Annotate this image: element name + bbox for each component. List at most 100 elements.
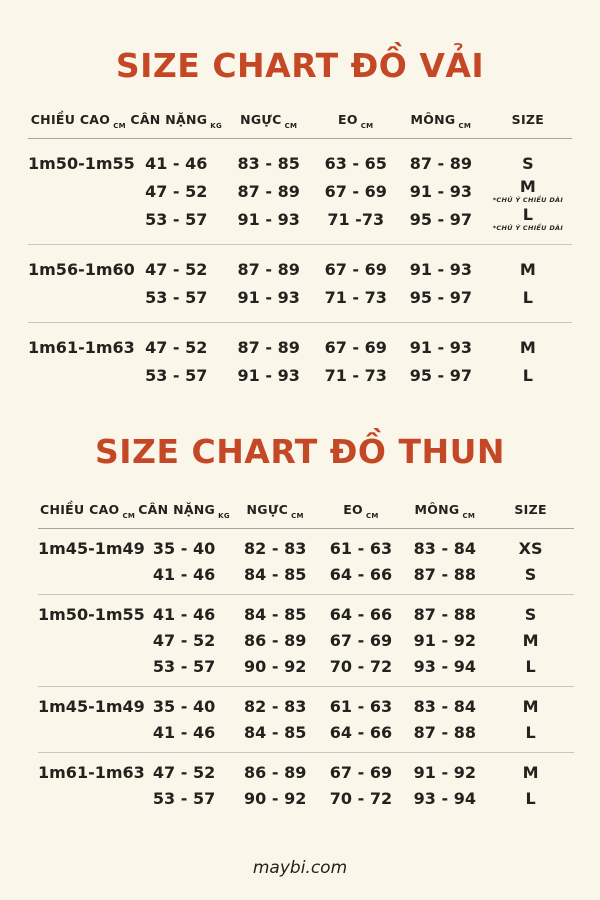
size-cell: L: [484, 289, 572, 306]
size-row: 53 - 57 90 - 92 70 - 72 93 - 94 L: [38, 785, 574, 811]
size-cell: M: [484, 261, 572, 278]
hip-range: 95 - 97: [409, 209, 472, 229]
column-unit: CM: [462, 512, 476, 520]
waist-range: 61 - 63: [329, 696, 393, 716]
size-label: S: [524, 604, 537, 624]
hip-range: 87 - 88: [413, 604, 476, 624]
size-cell: L: [487, 658, 574, 675]
size-label: S: [524, 564, 537, 584]
column-header: EO CM: [314, 112, 398, 130]
size-row: 53 - 57 90 - 92 70 - 72 93 - 94 L: [38, 653, 574, 679]
column-unit: CM: [113, 122, 126, 130]
bust-range: 87 - 89: [237, 337, 300, 357]
size-row: 47 - 52 87 - 89 67 - 69 91 - 93 M *CHÚ Ý CHIỀ…: [28, 177, 572, 205]
size-row: 41 - 46 84 - 85 64 - 66 87 - 88 S: [38, 561, 574, 587]
height-group: 1m50-1m55 41 - 46 83 - 85 63 - 65 87 - 89 S 47…: [28, 139, 572, 245]
weight-range: 47 - 52: [145, 337, 208, 357]
bust-range: 82 - 83: [244, 696, 307, 716]
size-label: M: [519, 259, 536, 279]
size-label: M: [519, 177, 536, 197]
weight-range: 53 - 57: [152, 656, 216, 676]
size-row: 1m50-1m55 41 - 46 84 - 85 64 - 66 87 - 88 S: [38, 601, 574, 627]
column-header: SIZE: [487, 502, 574, 517]
column-header: MÔNG CM: [398, 112, 484, 130]
size-label: L: [525, 722, 536, 742]
column-unit: CM: [360, 122, 374, 130]
column-unit: KG: [210, 122, 223, 130]
size-row: 53 - 57 91 - 93 71 - 73 95 - 97 L: [28, 283, 572, 311]
size-label: L: [525, 656, 536, 676]
column-header: SIZE: [484, 112, 572, 127]
height-group: 1m50-1m55 41 - 46 84 - 85 64 - 66 87 - 88 S 47…: [38, 595, 574, 687]
waist-range: 67 - 69: [329, 762, 393, 782]
bust-range: 84 - 85: [244, 604, 307, 624]
bust-range: 86 - 89: [244, 762, 307, 782]
weight-range: 35 - 40: [152, 696, 216, 716]
waist-range: 64 - 66: [329, 604, 393, 624]
waist-range: 71 - 73: [324, 287, 387, 307]
column-label: MÔNG: [410, 112, 456, 127]
weight-range: 47 - 52: [152, 762, 216, 782]
column-unit: CM: [291, 512, 304, 520]
size-cell: M: [487, 632, 574, 649]
height-group: 1m61-1m63 47 - 52 87 - 89 67 - 69 91 - 93 M 53…: [28, 323, 572, 400]
weight-range: 41 - 46: [152, 564, 216, 584]
column-label: CÂN NẶNG: [130, 112, 208, 127]
height-group: 1m45-1m49 35 - 40 82 - 83 61 - 63 83 - 84 XS 4…: [38, 529, 574, 595]
waist-range: 70 - 72: [329, 788, 393, 808]
column-label: CHIỀU CAO: [30, 112, 111, 127]
hip-range: 95 - 97: [409, 365, 472, 385]
size-cell: L *CHÚ Ý CHIỀU DÀI: [484, 206, 572, 232]
waist-range: 63 - 65: [324, 153, 387, 173]
size-cell: S: [487, 606, 574, 623]
hip-range: 91 - 92: [413, 762, 476, 782]
size-row: 1m56-1m60 47 - 52 87 - 89 67 - 69 91 - 93 M: [28, 255, 572, 283]
weight-range: 47 - 52: [152, 630, 216, 650]
height-range: 1m45-1m49: [38, 696, 145, 716]
column-unit: CM: [122, 512, 136, 520]
waist-range: 61 - 63: [329, 538, 393, 558]
height-group: 1m61-1m63 47 - 52 86 - 89 67 - 69 91 - 92 M 53…: [38, 753, 574, 818]
fabric-table-body: 1m50-1m55 41 - 46 83 - 85 63 - 65 87 - 89 S 47…: [28, 139, 572, 400]
bust-range: 91 - 93: [237, 287, 300, 307]
hip-range: 91 - 93: [409, 337, 472, 357]
column-unit: CM: [365, 512, 379, 520]
weight-range: 47 - 52: [145, 181, 208, 201]
size-chart-knit: SIZE CHART ĐỒ THUN CHIỀU CAO CM CÂN NẶNG KG…: [0, 400, 600, 818]
height-range: 1m50-1m55: [38, 604, 145, 624]
length-note: *CHÚ Ý CHIỀU DÀI: [492, 196, 564, 205]
waist-range: 67 - 69: [324, 337, 387, 357]
size-cell: M *CHÚ Ý CHIỀU DÀI: [484, 178, 572, 204]
column-label: CHIỀU CAO: [39, 502, 120, 517]
size-row: 53 - 57 91 - 93 71 -73 95 - 97 L *CHÚ Ý CHIỀU…: [28, 205, 572, 233]
height-range: 1m56-1m60: [28, 259, 135, 279]
column-header: CÂN NẶNG KG: [137, 502, 231, 520]
column-header: CÂN NẶNG KG: [129, 112, 224, 130]
size-row: 53 - 57 91 - 93 71 - 73 95 - 97 L: [28, 361, 572, 389]
column-header: CHIỀU CAO CM: [28, 112, 129, 130]
size-label: M: [522, 630, 539, 650]
brand-footer: maybi.com: [252, 858, 348, 878]
column-label: EO: [337, 112, 358, 127]
bust-range: 84 - 85: [244, 564, 307, 584]
size-label: XS: [518, 538, 543, 558]
size-cell: M: [484, 339, 572, 356]
size-cell: S: [487, 566, 574, 583]
column-header: EO CM: [319, 502, 402, 520]
waist-range: 64 - 66: [329, 564, 393, 584]
size-label: M: [522, 696, 539, 716]
bust-range: 91 - 93: [237, 365, 300, 385]
weight-range: 35 - 40: [152, 538, 216, 558]
size-label: L: [522, 365, 533, 385]
waist-range: 67 - 69: [324, 181, 387, 201]
hip-range: 87 - 88: [413, 722, 476, 742]
waist-range: 71 -73: [327, 209, 385, 229]
size-row: 41 - 46 84 - 85 64 - 66 87 - 88 L: [38, 719, 574, 745]
size-row: 1m45-1m49 35 - 40 82 - 83 61 - 63 83 - 84 M: [38, 693, 574, 719]
waist-range: 70 - 72: [329, 656, 393, 676]
weight-range: 53 - 57: [145, 209, 208, 229]
height-group: 1m56-1m60 47 - 52 87 - 89 67 - 69 91 - 93 M 53…: [28, 245, 572, 323]
column-unit: CM: [284, 122, 298, 130]
size-cell: S: [484, 155, 572, 172]
